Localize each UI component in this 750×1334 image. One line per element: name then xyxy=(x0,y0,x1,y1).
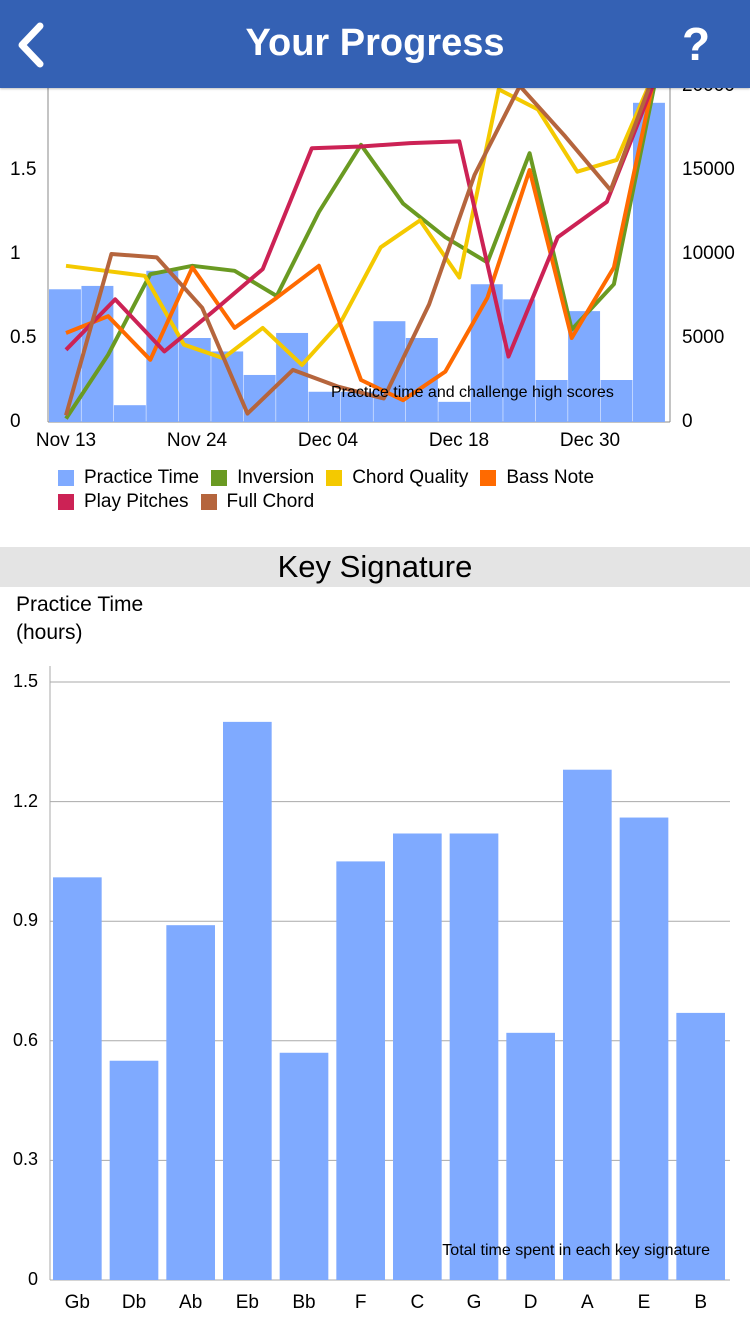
progress-chart-note: Practice time and challenge high scores xyxy=(331,384,614,401)
key-bar-ab xyxy=(166,925,215,1280)
y-axis-label-line1: Practice Time xyxy=(16,593,144,616)
x-tick-label: B xyxy=(694,1292,707,1313)
key-chart-note: Total time spent in each key signature xyxy=(442,1242,710,1259)
practice-time-bar xyxy=(373,321,406,422)
y-tick-label: 0 xyxy=(27,1269,38,1289)
legend-swatch xyxy=(326,470,343,486)
key-signature-section-header: Key Signature xyxy=(0,547,750,587)
series-line-chord-quality xyxy=(65,88,651,367)
y-tick-label: 1.2 xyxy=(12,790,38,811)
legend-item: Practice Time xyxy=(58,466,199,490)
key-bar-d xyxy=(506,1032,555,1280)
series-line-bass-note xyxy=(65,88,655,403)
y-axis-label-line2: (hours) xyxy=(16,621,83,644)
key-bar-db xyxy=(109,1060,159,1280)
practice-time-bar xyxy=(600,380,633,422)
x-tick-label: Dec 18 xyxy=(428,430,490,451)
legend-swatch xyxy=(480,470,497,486)
key-bar-c xyxy=(393,833,442,1280)
legend-item: Bass Note xyxy=(480,466,594,490)
y-tick-label: 1.5 xyxy=(12,671,38,691)
progress-chart-plot xyxy=(47,88,671,423)
x-tick-label: Nov 13 xyxy=(35,430,97,451)
x-tick-label: C xyxy=(410,1292,425,1313)
legend-label: Bass Note xyxy=(506,467,595,488)
x-tick-label: Gb xyxy=(64,1292,91,1313)
legend-label: Full Chord xyxy=(226,491,315,512)
page-title: Your Progress xyxy=(245,22,505,64)
legend-swatch xyxy=(58,494,74,510)
key-bar-eb xyxy=(223,721,272,1280)
key-bar-b xyxy=(676,1012,725,1280)
y-tick-label: 0.6 xyxy=(12,1029,38,1050)
key-signature-chart: Total time spent in each key signature 0… xyxy=(0,650,750,1334)
x-tick-label: Dec 30 xyxy=(559,430,621,451)
x-tick-label: Eb xyxy=(235,1292,259,1313)
legend-swatch xyxy=(211,470,228,486)
key-bar-f xyxy=(336,861,385,1280)
help-button[interactable]: ? xyxy=(681,18,711,70)
y-tick-label: 0.3 xyxy=(12,1149,38,1170)
right-tick-label: 10000 xyxy=(682,243,735,264)
x-tick-label: A xyxy=(580,1292,594,1313)
key-bar-bb xyxy=(279,1052,329,1280)
key-bar-e xyxy=(619,817,669,1280)
x-tick-label: G xyxy=(466,1292,482,1313)
legend-swatch xyxy=(200,494,217,510)
practice-time-bar xyxy=(341,391,373,422)
practice-time-bar xyxy=(49,289,81,422)
practice-time-bar xyxy=(308,391,341,422)
series-line-full-chord xyxy=(64,88,652,416)
key-bar-gb xyxy=(53,877,102,1280)
key-bar-g xyxy=(449,833,499,1280)
left-tick-label: 0 xyxy=(10,411,21,432)
chevron-left-icon xyxy=(18,22,44,68)
x-tick-label: Dec 04 xyxy=(297,430,359,451)
series-line-play-pitches xyxy=(64,88,655,359)
y-tick-label: 0.9 xyxy=(12,910,38,931)
legend-label: Practice Time xyxy=(84,467,200,488)
x-tick-label: E xyxy=(637,1292,651,1313)
progress-chart-x-axis: Nov 13 Nov 24 Dec 04 Dec 18 Dec 30 xyxy=(0,430,750,460)
legend-swatch xyxy=(58,470,74,486)
legend-label: Chord Quality xyxy=(352,467,469,488)
legend-item: Full Chord xyxy=(200,490,315,514)
x-tick-label: Nov 24 xyxy=(166,430,228,451)
legend-item: Chord Quality xyxy=(326,466,468,490)
legend-label: Play Pitches xyxy=(84,491,189,512)
x-tick-label: Db xyxy=(121,1292,147,1313)
progress-chart-legend: Practice Time Inversion Chord Quality Bass … xyxy=(58,466,738,514)
practice-time-bar xyxy=(503,299,536,422)
legend-item: Inversion xyxy=(211,466,314,490)
right-tick-label: 15000 xyxy=(682,159,735,180)
right-tick-label: 5000 xyxy=(682,327,725,348)
navigation-bar: Your Progress ? xyxy=(0,0,750,88)
practice-time-bar xyxy=(113,405,146,422)
practice-time-bar xyxy=(535,380,568,422)
x-tick-label: D xyxy=(523,1292,538,1313)
x-tick-label: Ab xyxy=(179,1292,203,1313)
right-tick-label: 0 xyxy=(682,411,693,432)
progress-chart: Practice time and challenge high scores xyxy=(0,88,750,428)
back-button[interactable] xyxy=(10,20,60,70)
left-tick-label: 0.5 xyxy=(10,327,37,348)
key-signature-chart-plot xyxy=(49,666,730,1281)
x-tick-label: F xyxy=(354,1292,367,1313)
key-bar-a xyxy=(563,769,612,1280)
legend-label: Inversion xyxy=(237,467,315,488)
left-tick-label: 1.5 xyxy=(10,159,37,180)
x-tick-label: Bb xyxy=(292,1292,316,1313)
legend-item: Play Pitches xyxy=(58,490,189,514)
practice-time-bar xyxy=(438,401,471,422)
key-chart-y-axis-label: Practice Time (hours) xyxy=(16,591,236,647)
left-tick-label: 1 xyxy=(10,243,21,264)
